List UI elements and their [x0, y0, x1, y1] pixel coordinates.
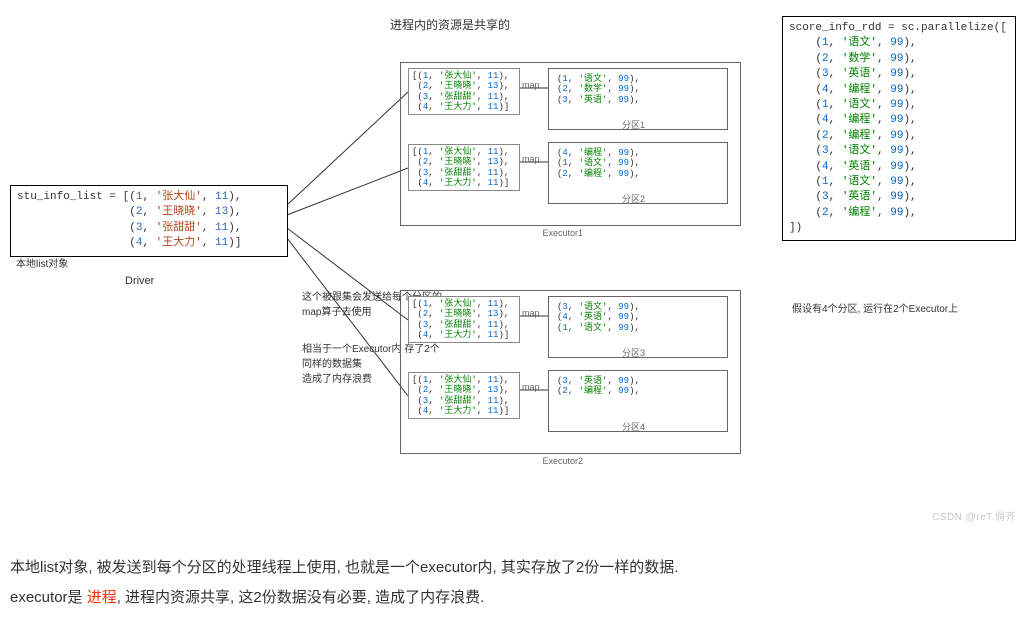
executor-label: Executor2 — [543, 456, 584, 466]
driver-code-box: stu_info_list = [(1, '张大仙', 11), (2, '王晓… — [10, 185, 288, 257]
input-list: [(1, '张大仙', 11), (2, '王晓晓', 13), (3, '张甜… — [408, 144, 520, 191]
map-label: map — [522, 80, 540, 90]
annotation-2b: 同样的数据集 — [302, 355, 362, 370]
watermark: CSDN @reT.倘齐 — [932, 508, 1016, 523]
score-footnote: 假设有4个分区, 运行在2个Executor上 — [792, 300, 958, 315]
input-list: [(1, '张大仙', 11), (2, '王晓晓', 13), (3, '张甜… — [408, 372, 520, 419]
annotation-1b: map算子去使用 — [302, 303, 371, 318]
map-label: map — [522, 382, 540, 392]
code-prefix: stu_info_list = — [17, 191, 123, 203]
partition-label: 分区4 — [622, 420, 645, 433]
partition-data: (4, '编程', 99),(1, '语文', 99),(2, '编程', 99… — [554, 146, 643, 181]
annotation-2c: 造成了内存浪费 — [302, 370, 372, 385]
map-label: map — [522, 308, 540, 318]
diagram-stage: 进程内的资源是共享的 stu_info_list = [(1, '张大仙', 1… — [10, 10, 1022, 549]
top-caption: 进程内的资源是共享的 — [390, 16, 510, 33]
executor-label: Executor1 — [543, 228, 584, 238]
local-list-label: 本地list对象 — [16, 255, 68, 270]
footer-text: 本地list对象, 被发送到每个分区的处理线程上使用, 也就是一个executo… — [10, 553, 1022, 613]
score-code-box: score_info_rdd = sc.parallelize([ (1, '语… — [782, 16, 1016, 241]
input-list: [(1, '张大仙', 11), (2, '王晓晓', 13), (3, '张甜… — [408, 296, 520, 343]
driver-label: Driver — [125, 275, 154, 287]
map-label: map — [522, 154, 540, 164]
input-list: [(1, '张大仙', 11), (2, '王晓晓', 13), (3, '张甜… — [408, 68, 520, 115]
partition-data: (3, '语文', 99),(4, '英语', 99),(1, '语文', 99… — [554, 300, 643, 335]
footer-line1: 本地list对象, 被发送到每个分区的处理线程上使用, 也就是一个executo… — [10, 553, 1022, 583]
partition-label: 分区3 — [622, 346, 645, 359]
partition-label: 分区2 — [622, 192, 645, 205]
partition-data: (1, '语文', 99),(2, '数学', 99),(3, '英语', 99… — [554, 72, 643, 107]
partition-label: 分区1 — [622, 118, 645, 131]
partition-data: (3, '英语', 99),(2, '编程', 99), — [554, 374, 643, 399]
footer-line2: executor是 进程, 进程内资源共享, 这2份数据没有必要, 造成了内存浪… — [10, 583, 1022, 613]
